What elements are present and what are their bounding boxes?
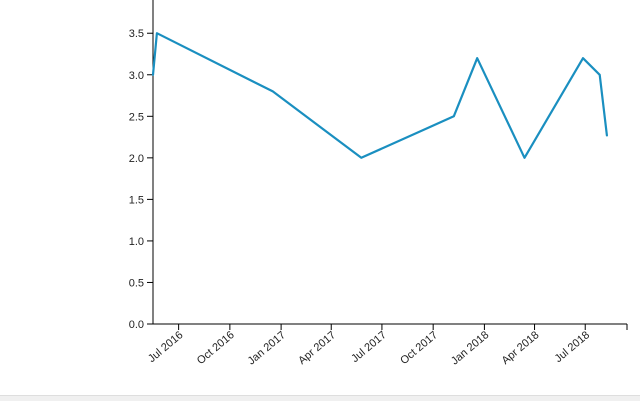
y-axis: 0.0 0.5 1.0 1.5 2.0 2.5 3.0 3.5 xyxy=(129,0,154,331)
series-line xyxy=(151,32,608,159)
y-tick-label: 3.5 xyxy=(129,28,144,40)
y-tick-label: 1.5 xyxy=(129,194,144,206)
y-tick-label: 3.0 xyxy=(129,70,144,82)
x-tick-label: Jul 2018 xyxy=(553,329,593,365)
y-tick-label: 2.0 xyxy=(129,153,144,165)
x-tick-label: Jul 2016 xyxy=(146,329,186,365)
y-tick-label: 0.5 xyxy=(129,277,144,289)
x-tick-label: Oct 2016 xyxy=(195,329,237,367)
x-tick-label: Oct 2017 xyxy=(398,329,440,367)
y-tick-label: 2.5 xyxy=(129,111,144,123)
bottom-scroll-area xyxy=(0,395,640,401)
x-axis: Jul 2016 Oct 2016 Jan 2017 Apr 2017 Jul 2017… xyxy=(146,323,628,367)
y-tick-label: 1.0 xyxy=(129,236,144,248)
x-tick-label: Jan 2018 xyxy=(449,329,491,367)
x-tick-label: Jan 2017 xyxy=(246,329,288,367)
x-tick-label: Apr 2017 xyxy=(296,329,338,367)
x-tick-label: Apr 2018 xyxy=(500,329,542,367)
series-group xyxy=(151,32,608,159)
x-tick-label: Jul 2017 xyxy=(349,329,389,365)
y-tick-label: 0.0 xyxy=(129,319,144,331)
